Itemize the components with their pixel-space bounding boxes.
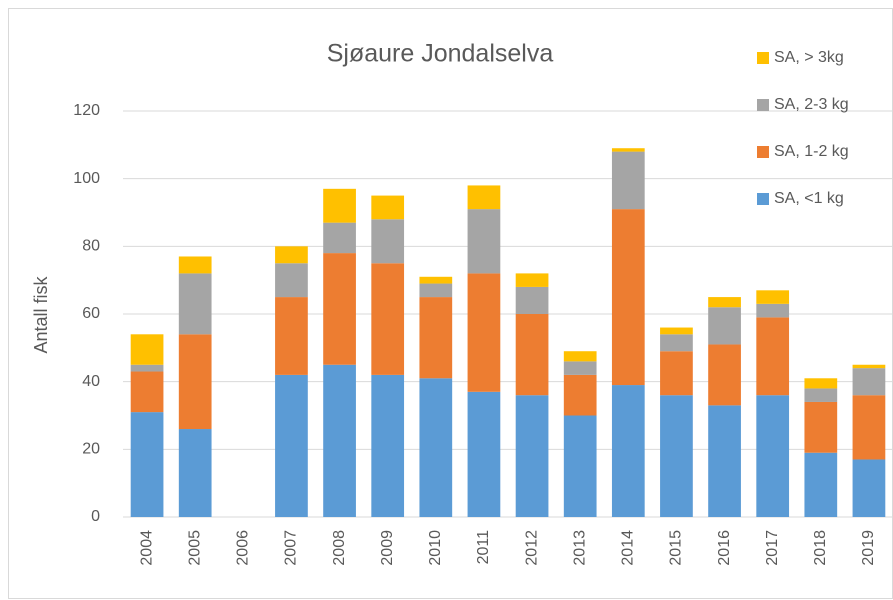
bar-segment bbox=[178, 256, 212, 274]
bar-segment bbox=[515, 273, 549, 287]
bar-segment bbox=[515, 395, 549, 517]
bar-segment bbox=[611, 385, 645, 517]
bar-segment bbox=[708, 297, 741, 308]
bar-segment bbox=[371, 195, 405, 220]
y-tick-label: 80 bbox=[82, 238, 100, 255]
bar-segment bbox=[563, 351, 597, 362]
bar-segment bbox=[323, 364, 356, 517]
bar-segment bbox=[467, 209, 501, 274]
y-tick-label: 0 bbox=[91, 508, 100, 525]
legend-swatch bbox=[757, 193, 769, 205]
bar-segment bbox=[419, 276, 453, 284]
bar-segment bbox=[130, 334, 164, 365]
bar-segment bbox=[804, 388, 838, 402]
bar-segment bbox=[660, 395, 693, 517]
bar-segment bbox=[178, 273, 212, 335]
bar-segment bbox=[515, 286, 549, 314]
x-tick-label: 2012 bbox=[523, 530, 540, 566]
y-tick-label: 20 bbox=[82, 441, 100, 458]
bar-segment bbox=[275, 374, 308, 517]
bar-segment bbox=[804, 452, 838, 517]
bar-segment bbox=[660, 351, 693, 396]
x-tick-label: 2009 bbox=[379, 530, 396, 566]
x-tick-label: 2004 bbox=[138, 530, 155, 566]
y-tick-label: 60 bbox=[82, 305, 100, 322]
bar-segment bbox=[756, 290, 790, 304]
x-tick-label: 2005 bbox=[186, 530, 203, 566]
bar-segment bbox=[371, 263, 405, 375]
x-tick-label: 2015 bbox=[668, 530, 685, 566]
bar-segment bbox=[275, 246, 308, 264]
bar-segment bbox=[611, 148, 645, 152]
bar-segment bbox=[660, 334, 693, 352]
x-tick-label: 2006 bbox=[235, 530, 252, 566]
bar-segment bbox=[467, 185, 501, 210]
legend-swatch bbox=[757, 99, 769, 111]
bar-segment bbox=[563, 374, 597, 416]
bar-segment bbox=[804, 401, 838, 453]
bar-segment bbox=[708, 344, 741, 406]
x-tick-label: 2008 bbox=[331, 530, 348, 566]
bar-segment bbox=[178, 334, 212, 430]
legend-label: SA, <1 kg bbox=[774, 190, 844, 207]
bar-segment bbox=[130, 364, 164, 372]
bar-segment bbox=[130, 371, 164, 413]
bar-segment bbox=[852, 459, 886, 517]
bar-segment bbox=[708, 405, 741, 517]
y-tick-label: 40 bbox=[82, 373, 100, 390]
x-tick-label: 2019 bbox=[860, 530, 877, 566]
y-axis-label: Antall fisk bbox=[31, 275, 51, 353]
legend-label: SA, > 3kg bbox=[774, 49, 844, 66]
bar-segment bbox=[804, 378, 838, 389]
bar-segment bbox=[323, 253, 356, 365]
bar-segment bbox=[178, 429, 212, 517]
bar-segment bbox=[515, 314, 549, 396]
bar-segment bbox=[756, 395, 790, 517]
bar-segment bbox=[611, 151, 645, 210]
bar-segment bbox=[660, 327, 693, 335]
bar-segment bbox=[708, 307, 741, 345]
x-tick-label: 2018 bbox=[812, 530, 829, 566]
bar-segment bbox=[852, 395, 886, 460]
bar-segment bbox=[275, 297, 308, 375]
bar-segment bbox=[467, 391, 501, 517]
bar-segment bbox=[371, 374, 405, 517]
bar-segment bbox=[419, 297, 453, 379]
bar-segment bbox=[467, 273, 501, 392]
x-tick-label: 2014 bbox=[620, 530, 637, 566]
x-tick-label: 2017 bbox=[764, 530, 781, 566]
bar-segment bbox=[371, 219, 405, 264]
bar-segment bbox=[323, 222, 356, 254]
legend-swatch bbox=[757, 52, 769, 64]
bar-segment bbox=[563, 361, 597, 375]
bar-segment bbox=[756, 317, 790, 396]
x-tick-label: 2016 bbox=[716, 530, 733, 566]
y-tick-label: 100 bbox=[73, 170, 100, 187]
bar-segment bbox=[852, 364, 886, 369]
x-tick-label: 2010 bbox=[427, 530, 444, 566]
x-tick-label: 2007 bbox=[283, 530, 300, 566]
bar-segment bbox=[130, 412, 164, 517]
bar-segment bbox=[275, 263, 308, 298]
legend-label: SA, 2-3 kg bbox=[774, 96, 849, 113]
bar-segment bbox=[756, 303, 790, 318]
legend-swatch bbox=[757, 146, 769, 158]
bar-segment bbox=[611, 209, 645, 386]
bar-segment bbox=[419, 378, 453, 517]
bar-segment bbox=[323, 188, 356, 223]
bar-segment bbox=[419, 283, 453, 298]
x-tick-label: 2013 bbox=[571, 530, 588, 566]
x-tick-label: 2011 bbox=[475, 530, 492, 565]
y-tick-label: 120 bbox=[73, 102, 100, 119]
chart-title: Sjøaure Jondalselva bbox=[327, 40, 554, 68]
legend-label: SA, 1-2 kg bbox=[774, 143, 849, 160]
bar-segment bbox=[852, 368, 886, 396]
bar-segment bbox=[563, 415, 597, 517]
